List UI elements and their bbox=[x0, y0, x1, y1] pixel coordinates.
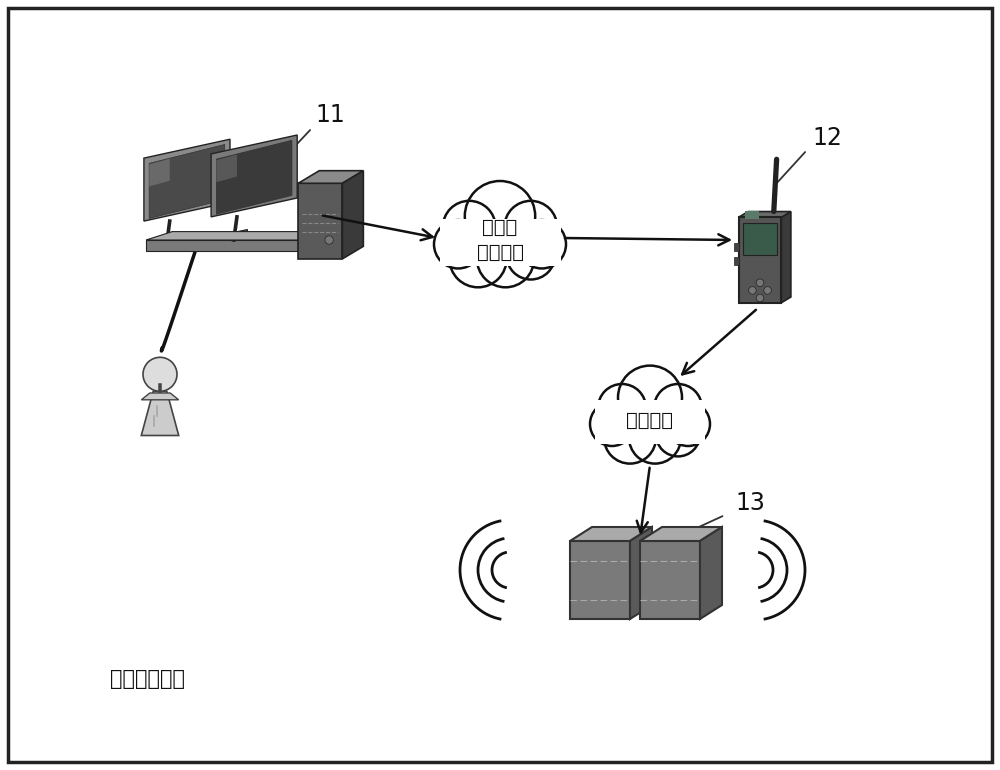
Circle shape bbox=[618, 366, 682, 430]
Circle shape bbox=[504, 201, 557, 253]
Circle shape bbox=[756, 294, 764, 302]
Circle shape bbox=[756, 279, 764, 286]
Bar bbox=[734, 257, 739, 265]
Polygon shape bbox=[141, 391, 179, 436]
Circle shape bbox=[604, 412, 656, 464]
Circle shape bbox=[325, 236, 333, 244]
Circle shape bbox=[443, 201, 496, 253]
Polygon shape bbox=[146, 232, 340, 240]
Bar bbox=[743, 223, 777, 255]
Text: 11: 11 bbox=[315, 103, 345, 127]
Bar bbox=[595, 400, 705, 444]
Circle shape bbox=[518, 220, 566, 269]
Polygon shape bbox=[149, 159, 170, 186]
Bar bbox=[745, 211, 759, 219]
Circle shape bbox=[477, 230, 534, 287]
Polygon shape bbox=[151, 234, 178, 244]
Polygon shape bbox=[149, 145, 225, 219]
Polygon shape bbox=[630, 527, 652, 619]
Polygon shape bbox=[216, 140, 292, 214]
Circle shape bbox=[465, 181, 535, 251]
Polygon shape bbox=[739, 212, 791, 217]
Polygon shape bbox=[570, 527, 652, 541]
Bar bbox=[440, 219, 560, 266]
Polygon shape bbox=[640, 527, 722, 541]
Bar bbox=[734, 243, 739, 250]
Circle shape bbox=[629, 412, 681, 464]
Text: 有线或
无线通信: 有线或 无线通信 bbox=[477, 218, 524, 262]
Text: 13: 13 bbox=[735, 491, 765, 515]
Polygon shape bbox=[781, 212, 791, 303]
Polygon shape bbox=[298, 183, 342, 259]
Polygon shape bbox=[218, 229, 247, 240]
Bar bbox=[739, 217, 781, 303]
Circle shape bbox=[598, 384, 646, 432]
Polygon shape bbox=[146, 240, 314, 250]
Polygon shape bbox=[570, 541, 630, 619]
Circle shape bbox=[449, 230, 507, 287]
Text: 无线通信: 无线通信 bbox=[626, 410, 673, 430]
Circle shape bbox=[654, 384, 702, 432]
Circle shape bbox=[434, 220, 482, 269]
Circle shape bbox=[507, 231, 555, 280]
Circle shape bbox=[749, 286, 756, 294]
Circle shape bbox=[764, 286, 771, 294]
Polygon shape bbox=[342, 171, 363, 259]
Polygon shape bbox=[640, 541, 700, 619]
Circle shape bbox=[590, 402, 634, 446]
Circle shape bbox=[666, 402, 710, 446]
Circle shape bbox=[656, 413, 700, 457]
Text: 12: 12 bbox=[812, 126, 842, 150]
Polygon shape bbox=[298, 171, 363, 183]
Polygon shape bbox=[141, 393, 179, 400]
Circle shape bbox=[143, 357, 177, 391]
Polygon shape bbox=[211, 135, 297, 217]
Polygon shape bbox=[700, 527, 722, 619]
Polygon shape bbox=[216, 155, 237, 182]
Text: 信息传输系统: 信息传输系统 bbox=[110, 669, 185, 689]
Polygon shape bbox=[144, 139, 230, 221]
